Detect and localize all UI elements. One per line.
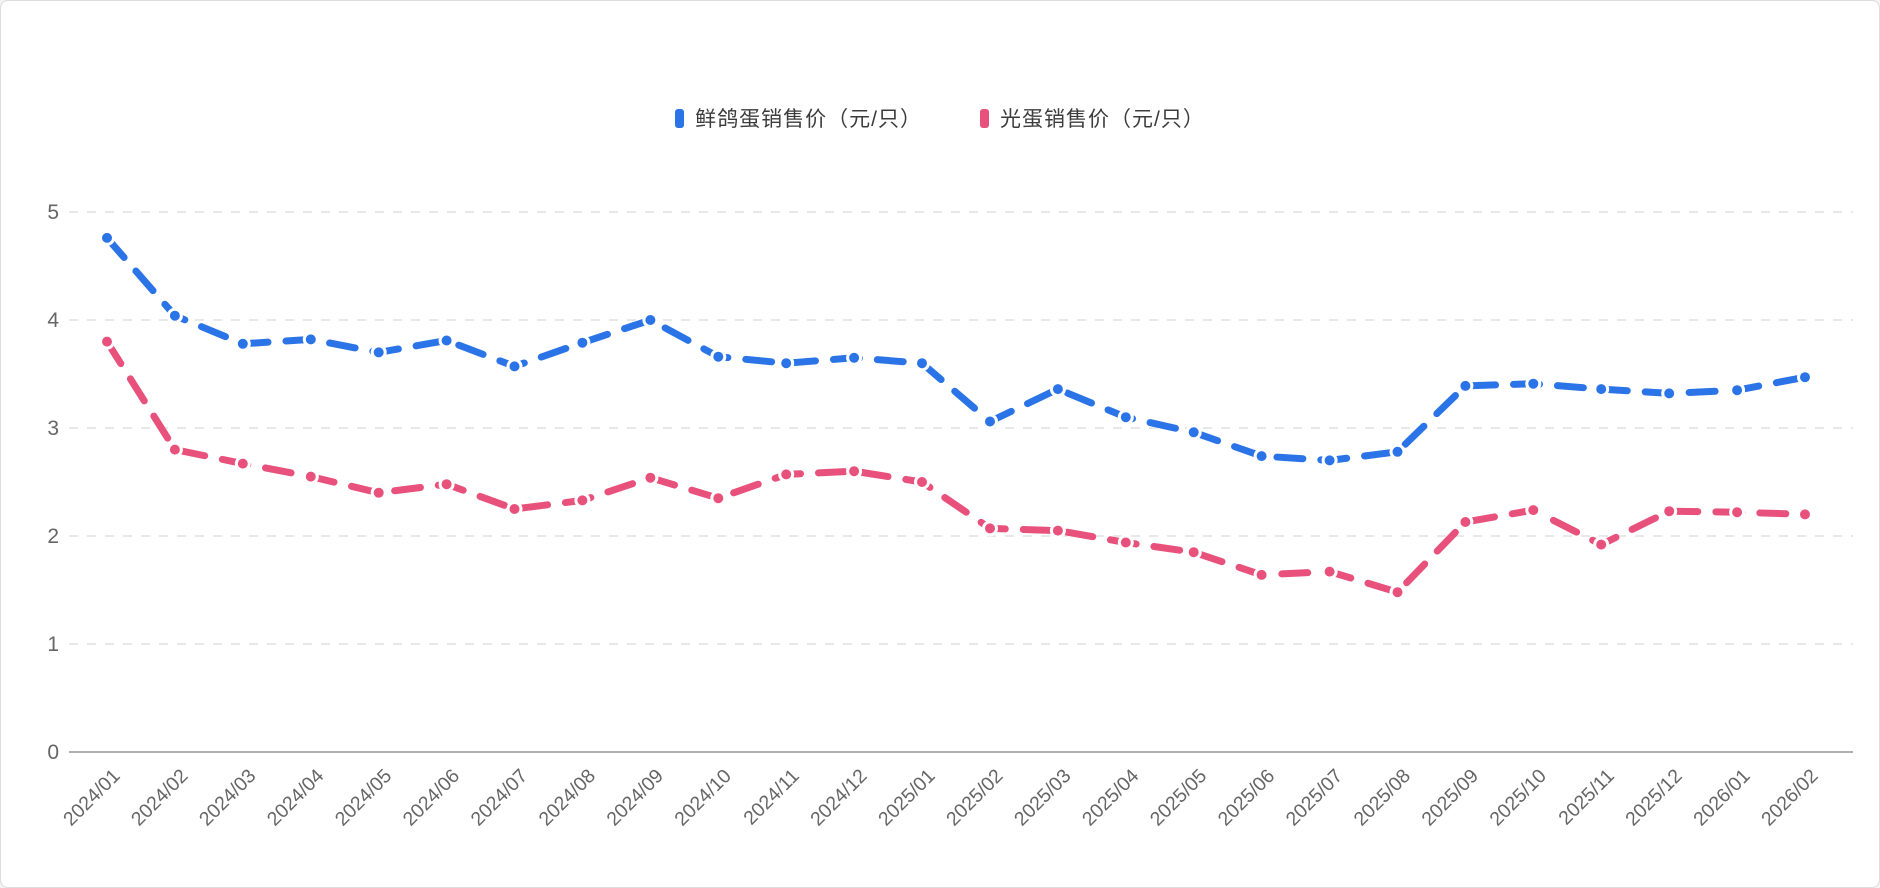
y-axis-tick-label: 1	[47, 633, 59, 656]
x-axis-tick-label: 2025/05	[1146, 765, 1212, 831]
data-point-fresh-pigeon-egg[interactable]	[574, 334, 591, 351]
x-axis-tick-label: 2024/10	[670, 765, 736, 831]
data-point-light-egg[interactable]	[370, 484, 387, 501]
legend-item-light-egg[interactable]: 光蛋销售价（元/只）	[980, 103, 1205, 133]
data-point-fresh-pigeon-egg[interactable]	[778, 355, 795, 372]
x-axis-tick-label: 2024/03	[195, 765, 260, 830]
data-point-fresh-pigeon-egg[interactable]	[914, 355, 930, 372]
data-point-fresh-pigeon-egg[interactable]	[982, 413, 998, 430]
data-point-light-egg[interactable]	[574, 492, 591, 509]
data-point-light-egg[interactable]	[778, 466, 795, 483]
x-axis-tick-label: 2024/07	[467, 765, 532, 830]
data-point-light-egg[interactable]	[914, 474, 930, 490]
legend-marker-light-egg-icon	[980, 108, 989, 128]
data-point-light-egg[interactable]	[982, 520, 998, 537]
y-axis-tick-label: 4	[47, 309, 59, 332]
data-point-fresh-pigeon-egg[interactable]	[302, 331, 319, 348]
x-axis-tick-label: 2024/04	[263, 765, 329, 831]
data-point-fresh-pigeon-egg[interactable]	[1253, 448, 1270, 465]
data-point-light-egg[interactable]	[1661, 503, 1678, 520]
x-axis-tick-label: 2026/01	[1689, 765, 1754, 830]
data-point-fresh-pigeon-egg[interactable]	[1797, 369, 1813, 386]
data-point-fresh-pigeon-egg[interactable]	[99, 229, 115, 246]
data-point-light-egg[interactable]	[1729, 504, 1746, 521]
data-point-light-egg[interactable]	[1797, 506, 1813, 523]
data-point-fresh-pigeon-egg[interactable]	[370, 344, 387, 361]
x-axis-tick-label: 2025/01	[874, 765, 939, 830]
data-point-light-egg[interactable]	[642, 469, 659, 486]
data-point-fresh-pigeon-egg[interactable]	[1117, 409, 1134, 426]
legend-label-fresh-pigeon-egg: 鲜鸽蛋销售价（元/只）	[695, 108, 922, 131]
data-point-fresh-pigeon-egg[interactable]	[642, 312, 659, 328]
data-point-light-egg[interactable]	[1525, 502, 1542, 519]
legend-label-light-egg: 光蛋销售价（元/只）	[1000, 108, 1205, 131]
x-axis-tick-label: 2025/02	[942, 765, 1007, 830]
data-point-fresh-pigeon-egg[interactable]	[1049, 381, 1066, 398]
x-axis-tick-label: 2025/11	[1554, 765, 1618, 829]
data-point-light-egg[interactable]	[846, 463, 863, 480]
data-point-fresh-pigeon-egg[interactable]	[506, 358, 523, 375]
x-axis-tick-label: 2024/08	[535, 765, 600, 830]
x-axis-tick-label: 2025/10	[1485, 765, 1551, 831]
data-point-fresh-pigeon-egg[interactable]	[1457, 377, 1474, 394]
data-point-fresh-pigeon-egg[interactable]	[1661, 385, 1678, 402]
data-point-light-egg[interactable]	[1185, 544, 1202, 561]
data-point-light-egg[interactable]	[710, 490, 727, 507]
y-axis-tick-label: 3	[47, 417, 59, 440]
data-point-light-egg[interactable]	[99, 333, 115, 350]
data-point-fresh-pigeon-egg[interactable]	[846, 349, 863, 366]
data-point-fresh-pigeon-egg[interactable]	[1185, 424, 1202, 441]
data-point-light-egg[interactable]	[1593, 536, 1610, 553]
data-point-light-egg[interactable]	[1389, 584, 1406, 601]
y-axis-tick-label: 5	[47, 201, 59, 224]
data-point-fresh-pigeon-egg[interactable]	[710, 348, 727, 365]
data-point-light-egg[interactable]	[438, 476, 455, 493]
y-axis-tick-label: 2	[47, 525, 59, 548]
data-point-fresh-pigeon-egg[interactable]	[234, 335, 251, 352]
data-point-light-egg[interactable]	[234, 455, 251, 472]
series-line-light-egg	[103, 338, 1809, 596]
data-point-light-egg[interactable]	[1457, 514, 1474, 530]
x-axis-tick-label: 2025/08	[1350, 765, 1415, 830]
x-axis-tick-label: 2026/02	[1757, 765, 1822, 830]
data-point-fresh-pigeon-egg[interactable]	[166, 307, 183, 324]
x-axis-tick-label: 2025/12	[1621, 765, 1686, 830]
data-point-fresh-pigeon-egg[interactable]	[1729, 382, 1746, 399]
data-point-light-egg[interactable]	[1049, 522, 1066, 539]
data-point-fresh-pigeon-egg[interactable]	[438, 332, 455, 349]
x-axis-tick-label: 2024/06	[399, 765, 464, 830]
series-line-fresh-pigeon-egg	[103, 234, 1809, 464]
x-axis-tick-label: 2025/07	[1282, 765, 1347, 830]
x-axis-tick-label: 2025/06	[1214, 765, 1279, 830]
data-point-light-egg[interactable]	[1253, 566, 1270, 583]
x-axis-tick-label: 2024/11	[739, 765, 803, 829]
legend-marker-fresh-pigeon-egg-icon	[675, 108, 685, 128]
y-axis-tick-label: 0	[47, 741, 59, 764]
data-point-fresh-pigeon-egg[interactable]	[1321, 452, 1338, 469]
data-point-light-egg[interactable]	[166, 441, 183, 458]
data-point-light-egg[interactable]	[1117, 534, 1134, 551]
x-axis-tick-label: 2024/01	[59, 765, 124, 830]
data-point-fresh-pigeon-egg[interactable]	[1389, 443, 1406, 460]
x-axis-tick-label: 2025/04	[1078, 765, 1144, 831]
x-axis-tick-label: 2024/09	[602, 765, 667, 830]
legend-item-fresh-pigeon-egg[interactable]: 鲜鸽蛋销售价（元/只）	[675, 103, 922, 133]
data-point-light-egg[interactable]	[506, 501, 523, 517]
data-point-light-egg[interactable]	[302, 468, 319, 485]
data-point-light-egg[interactable]	[1321, 563, 1338, 580]
x-axis-tick-label: 2024/02	[127, 765, 192, 830]
x-axis-tick-label: 2024/05	[331, 765, 397, 831]
data-point-fresh-pigeon-egg[interactable]	[1593, 381, 1610, 398]
x-axis-tick-label: 2025/09	[1418, 765, 1483, 830]
x-axis-tick-label: 2024/12	[806, 765, 871, 830]
chart-legend: 鲜鸽蛋销售价（元/只） 光蛋销售价（元/只）	[1, 103, 1879, 133]
x-axis-tick-label: 2025/03	[1010, 765, 1075, 830]
data-point-fresh-pigeon-egg[interactable]	[1525, 375, 1542, 392]
